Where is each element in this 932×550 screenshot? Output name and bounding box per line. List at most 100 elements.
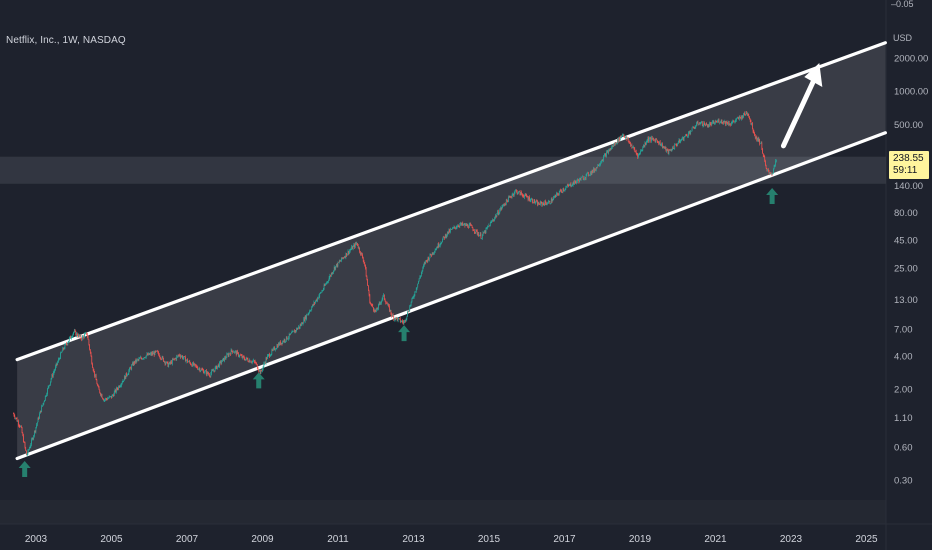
candle-body (584, 177, 586, 180)
candle-body (625, 136, 627, 138)
candle-body (662, 146, 664, 148)
candle-body (520, 192, 522, 195)
candle-body (503, 204, 504, 206)
symbol-title[interactable]: Netflix, Inc., 1W, NASDAQ (6, 35, 126, 46)
candle-body (272, 348, 274, 351)
candle-body (91, 356, 93, 364)
candle-body (262, 366, 264, 370)
candle-body (430, 253, 432, 256)
candle-body (375, 308, 377, 312)
candle-body (483, 232, 485, 234)
candle-body (473, 230, 474, 231)
candle-body (587, 172, 588, 174)
candle-body (357, 245, 359, 248)
candle-body (124, 376, 125, 381)
candle-body (631, 144, 633, 148)
candle-body (466, 224, 467, 226)
candle-body (639, 152, 641, 154)
candle-body (671, 150, 673, 151)
candle-body (489, 222, 491, 227)
candle-body (407, 311, 409, 313)
candle-body (673, 148, 675, 150)
candle-body (605, 154, 607, 157)
candle-body (732, 121, 734, 123)
candle-body (243, 355, 244, 358)
candle-body (561, 190, 562, 192)
candle-body (476, 229, 477, 231)
candle-body (674, 144, 676, 149)
candle-body (374, 309, 376, 312)
candle-body (293, 330, 295, 333)
candle-body (528, 196, 530, 200)
current-price: 238.55 (893, 153, 924, 164)
candle-body (648, 138, 650, 141)
candle-body (299, 325, 301, 328)
candle-body (79, 334, 80, 337)
candle-body (424, 263, 426, 264)
candle-body (312, 304, 313, 308)
candle-body (653, 138, 654, 140)
candle-body (463, 224, 464, 225)
candle-body (452, 227, 454, 229)
candle-body (251, 361, 253, 363)
candle-body (638, 153, 640, 155)
candle-body (620, 136, 622, 138)
candle-body (391, 313, 392, 316)
candle-body (131, 365, 133, 369)
candle-body (372, 304, 374, 308)
candle-body (593, 168, 594, 172)
candle-body (654, 139, 655, 141)
candle-body (268, 354, 270, 355)
candle-body (158, 352, 159, 355)
candle-body (68, 338, 70, 342)
candle-body (687, 135, 689, 137)
candle-body (166, 361, 168, 363)
candle-body (296, 328, 298, 330)
candle-body (233, 352, 235, 353)
highlight-band-layer (0, 156, 886, 184)
candle-body (775, 160, 776, 165)
candle-body (229, 353, 231, 355)
candle-body (214, 367, 216, 372)
candle-body (680, 140, 681, 143)
candle-body (88, 339, 90, 345)
candle-body (227, 354, 229, 357)
candle-body (327, 281, 329, 282)
candle-body (585, 177, 586, 179)
candle-body (757, 138, 758, 141)
candle-body (62, 347, 64, 352)
candle-body (72, 333, 74, 337)
candle-body (144, 357, 146, 358)
candle-body (19, 425, 21, 427)
candle-body (703, 122, 705, 126)
x-tick-label: 2003 (25, 534, 48, 545)
candle-body (194, 363, 196, 365)
candle-body (202, 369, 204, 371)
candle-body (656, 140, 658, 142)
candle-body (50, 381, 51, 385)
candle-body (324, 285, 326, 286)
candle-body (513, 193, 514, 196)
candle-body (606, 151, 608, 152)
y-tick-label: 80.00 (894, 208, 918, 219)
candle-body (216, 365, 217, 369)
candle-body (754, 132, 755, 136)
candle-body (171, 359, 173, 364)
candle-body (521, 192, 522, 195)
candle-body (450, 229, 451, 232)
candle-body (55, 366, 56, 370)
candle-body (728, 122, 730, 125)
candle-body (640, 151, 641, 153)
candle-body (295, 330, 297, 331)
candle-body (467, 224, 469, 228)
candle-body (164, 361, 165, 362)
candle-body (140, 357, 142, 359)
candle-body (768, 169, 769, 172)
candle-body (547, 203, 549, 205)
candle-body (461, 223, 463, 225)
candle-body (746, 112, 747, 115)
candle-body (618, 136, 620, 142)
candle-body (579, 178, 580, 182)
